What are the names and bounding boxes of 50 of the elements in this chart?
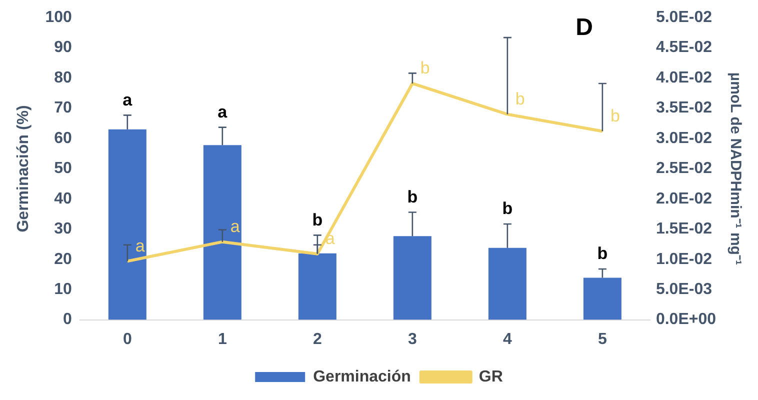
bar [583, 278, 622, 320]
legend-label: Germinación [313, 368, 411, 386]
y2-tick-label: 2.5E-02 [656, 160, 712, 178]
y-tick-label: 10 [54, 280, 72, 298]
y-tick-label: 60 [54, 130, 72, 147]
x-tick-label: 5 [598, 330, 607, 348]
x-tick-label: 4 [502, 330, 512, 348]
y2-tick-label: 1.5E-02 [656, 220, 712, 238]
x-tick-label: 0 [122, 330, 132, 348]
data-label: a [218, 102, 228, 122]
data-label: b [407, 187, 418, 206]
y-tick-label: 20 [54, 250, 72, 268]
y2-tick-label: 0.0E+00 [656, 311, 716, 328]
data-label: a [135, 236, 146, 256]
y2-tick-label: 4.5E-02 [656, 39, 712, 56]
x-tick-label: 2 [312, 330, 322, 348]
x-tick-label: 1 [218, 330, 227, 348]
y2-axis-title: µmoL de NADPHmin⁻¹ mg⁻¹ [726, 72, 744, 265]
annotation: D [576, 14, 593, 42]
bar [488, 248, 526, 320]
y2-tick-label: 2.0E-02 [656, 190, 712, 208]
y-tick-label: 80 [54, 69, 72, 86]
bar [108, 129, 146, 320]
data-label: b [597, 244, 608, 264]
y2-tick-label: 1.0E-02 [656, 250, 712, 268]
y-tick-label: 0 [62, 311, 72, 328]
bar [298, 253, 336, 320]
y-tick-label: 100 [45, 9, 72, 26]
y2-tick-label: 5.0E-03 [656, 280, 712, 298]
y2-tick-label: 5.0E-02 [656, 9, 712, 26]
y-tick-label: 90 [54, 39, 72, 56]
y-tick-label: 40 [54, 190, 72, 208]
y2-tick-label: 3.5E-02 [656, 100, 712, 117]
y-axis-title: Germinación (%) [15, 105, 32, 232]
x-tick-label: 3 [408, 330, 417, 348]
data-label: b [610, 106, 620, 126]
y2-tick-label: 4.0E-02 [656, 69, 712, 86]
y-tick-label: 50 [54, 160, 72, 178]
data-label: b [515, 89, 525, 108]
y-tick-label: 70 [54, 100, 72, 117]
legend-label: GR [478, 368, 504, 386]
data-label: b [312, 210, 323, 230]
data-label: a [122, 90, 133, 110]
bar [393, 236, 432, 320]
y-tick-label: 30 [54, 220, 72, 238]
data-label: b [420, 58, 430, 78]
y2-tick-label: 3.0E-02 [656, 130, 712, 147]
data-label: a [230, 217, 240, 236]
bar [203, 145, 242, 320]
data-label: b [502, 199, 513, 218]
